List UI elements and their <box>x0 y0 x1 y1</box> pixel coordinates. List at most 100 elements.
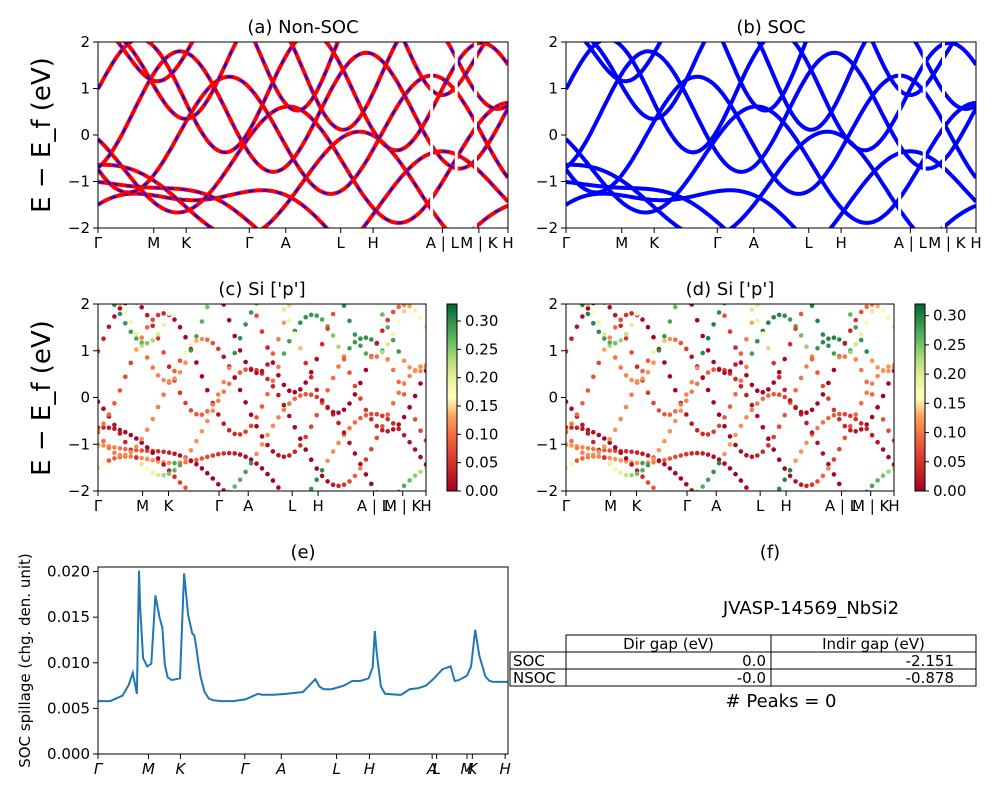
projection-point <box>144 448 150 454</box>
projection-point <box>194 412 199 417</box>
projection-point <box>211 283 216 288</box>
projection-point <box>347 440 352 446</box>
colorbar-tick-label: 0.25 <box>933 336 966 354</box>
projection-point <box>623 456 629 461</box>
projection-point <box>662 461 667 467</box>
projection-point <box>144 456 150 462</box>
projection-point <box>101 336 106 342</box>
projection-point <box>673 418 678 424</box>
projection-point <box>776 392 782 398</box>
projection-point <box>200 497 205 502</box>
projection-point <box>363 351 369 356</box>
projection-point <box>161 311 166 316</box>
band-line-7 <box>589 42 976 132</box>
projection-point <box>98 349 101 354</box>
projection-point <box>292 331 298 337</box>
projection-point <box>336 440 341 446</box>
projection-point <box>749 454 755 460</box>
projection-point <box>270 423 276 429</box>
projection-point <box>569 443 574 448</box>
projection-point <box>629 462 634 467</box>
projection-point <box>842 423 848 429</box>
projection-point <box>276 453 281 458</box>
projection-point <box>760 331 766 337</box>
projection-point <box>205 387 210 393</box>
colorbar-tick-label: 0.05 <box>933 453 966 471</box>
projection-point <box>363 472 369 477</box>
projection-point <box>330 333 336 338</box>
projection-point <box>199 456 205 461</box>
x-tick-label: M <box>142 760 155 778</box>
projection-point <box>607 436 612 442</box>
axes-frame <box>565 303 895 492</box>
projection-point <box>673 498 678 503</box>
projection-point <box>281 454 287 460</box>
projection-point <box>177 324 183 330</box>
projection-point <box>705 370 711 375</box>
y-tick-label: 1 <box>548 80 558 98</box>
projection-point <box>580 401 585 406</box>
projection-point <box>820 383 826 389</box>
projection-point <box>308 392 314 398</box>
projection-point <box>139 305 144 310</box>
table-cell: 0.0 <box>742 652 766 670</box>
projection-point <box>662 438 667 444</box>
projection-point <box>117 446 123 451</box>
projection-point <box>722 461 727 466</box>
x-tick-label: A <box>749 234 760 252</box>
x-tick-label: K <box>164 497 175 515</box>
projection-point <box>205 304 210 310</box>
projection-point <box>722 370 727 376</box>
projection-point <box>810 288 815 293</box>
projection-point <box>585 306 591 311</box>
panel-title: (c) Si ['p'] <box>218 279 305 300</box>
projection-point <box>886 315 891 320</box>
projection-point <box>232 431 237 437</box>
table-cell: -0.878 <box>906 669 954 687</box>
projection-point <box>265 362 270 367</box>
y-axis-label: E − E_f (eV) <box>27 320 57 476</box>
projection-point <box>128 454 134 459</box>
projection-point <box>864 304 869 310</box>
projection-point <box>106 458 112 463</box>
projection-point <box>155 373 161 378</box>
projection-point <box>139 340 144 345</box>
projection-point <box>662 334 667 339</box>
projection-point <box>243 359 248 365</box>
projection-point <box>782 394 787 400</box>
projection-point <box>716 457 722 462</box>
projection-point <box>282 507 287 512</box>
projection-point <box>183 459 188 465</box>
projection-point <box>281 402 287 408</box>
projection-point <box>618 317 623 323</box>
projection-point <box>259 329 265 334</box>
band-dash-0 <box>98 189 508 228</box>
x-tick-label: L <box>756 497 765 515</box>
projection-point <box>750 507 755 512</box>
projection-point <box>810 507 815 512</box>
projection-point <box>276 415 281 420</box>
x-tick-label: Γ <box>245 234 254 252</box>
projection-point <box>248 310 254 315</box>
spillage-line <box>98 570 508 703</box>
projection-point <box>271 507 276 512</box>
projection-point <box>418 469 423 475</box>
projection-point <box>319 341 325 347</box>
projection-point <box>684 482 689 487</box>
projection-point <box>319 473 325 479</box>
projection-point <box>749 351 755 356</box>
projection-point <box>771 315 776 320</box>
projection-point <box>134 347 139 352</box>
band-dash-7 <box>123 42 508 131</box>
projection-point <box>183 334 188 340</box>
projection-point <box>336 288 341 293</box>
projection-point <box>385 342 391 347</box>
projection-point <box>651 349 656 355</box>
projection-point <box>623 331 629 337</box>
projection-point <box>591 374 596 380</box>
projection-point <box>401 392 407 397</box>
projection-point <box>347 370 352 375</box>
projection-point <box>694 365 700 371</box>
projection-point <box>733 362 738 367</box>
